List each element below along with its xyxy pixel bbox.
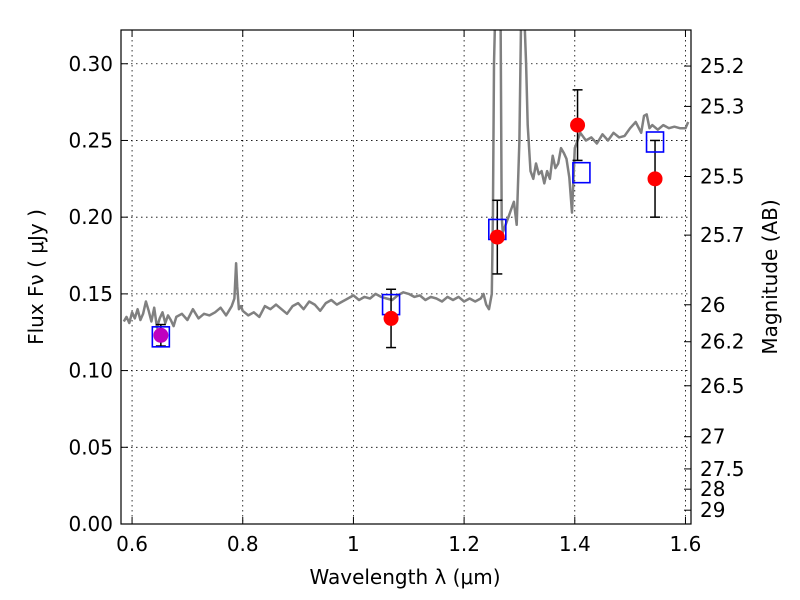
y-tick-label: 0.10 bbox=[68, 359, 113, 383]
observed-point bbox=[153, 327, 169, 343]
y-tick-label: 0.30 bbox=[68, 52, 113, 76]
magnitude-tick-label: 27.5 bbox=[700, 457, 745, 481]
plot-area bbox=[122, 30, 690, 349]
observed-point bbox=[489, 229, 505, 245]
y-tick-label: 0.20 bbox=[68, 205, 113, 229]
synthetic-square bbox=[151, 326, 171, 348]
y-tick-label: 0.15 bbox=[68, 282, 113, 306]
x-tick-label: 1.6 bbox=[670, 532, 702, 556]
observed-point bbox=[647, 171, 663, 187]
y-axis-right-label: Magnitude (AB) bbox=[758, 199, 782, 354]
magnitude-tick-label: 27 bbox=[700, 425, 725, 449]
magnitude-tick-label: 25.2 bbox=[700, 54, 745, 78]
x-tick-label: 1.2 bbox=[448, 532, 480, 556]
x-tick-label: 0.6 bbox=[116, 532, 148, 556]
magnitude-tick-label: 26 bbox=[700, 293, 725, 317]
magnitude-tick-label: 25.7 bbox=[700, 223, 745, 247]
magnitude-tick-label: 25.5 bbox=[700, 165, 745, 189]
synthetic-square bbox=[645, 131, 665, 153]
observed-point bbox=[570, 117, 586, 133]
observed-point bbox=[383, 310, 399, 326]
magnitude-tick-label: 29 bbox=[700, 498, 725, 522]
magnitude-tick-label: 26.5 bbox=[700, 374, 745, 398]
synthetic-square bbox=[572, 161, 591, 184]
spectrum-line bbox=[122, 30, 690, 329]
magnitude-tick-label: 26.2 bbox=[700, 330, 745, 354]
y-tick-label: 0.25 bbox=[68, 128, 113, 152]
plot-frame bbox=[120, 29, 692, 525]
magnitude-tick-label: 25.3 bbox=[700, 94, 745, 118]
tick-labels: 0.6 0.8 1 1.2 1.4 1.6 0.00 0.05 0.10 0.15 0.20 0.25… bbox=[68, 52, 744, 556]
y-tick-label: 0.00 bbox=[68, 512, 113, 536]
y-axis-label: Flux Fν ( μJy ) bbox=[24, 209, 48, 345]
x-tick-label: 1.4 bbox=[559, 532, 591, 556]
axes-ticks bbox=[121, 30, 691, 525]
x-axis-label: Wavelength λ (μm) bbox=[309, 565, 500, 589]
x-tick-label: 1 bbox=[347, 532, 360, 556]
magnitude-tick-label: 28 bbox=[700, 477, 725, 501]
x-tick-label: 0.8 bbox=[227, 532, 259, 556]
y-tick-label: 0.05 bbox=[68, 435, 113, 459]
